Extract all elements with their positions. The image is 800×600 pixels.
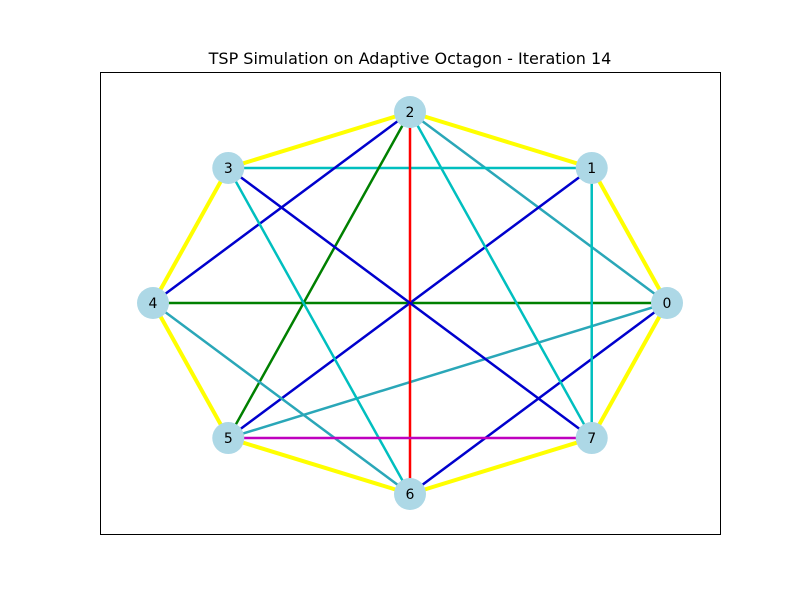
node-label-0: 0	[663, 296, 672, 312]
node-label-7: 7	[587, 431, 596, 447]
node-label-3: 3	[224, 161, 233, 177]
chart-title: TSP Simulation on Adaptive Octagon - Ite…	[208, 49, 612, 68]
node-label-4: 4	[149, 296, 158, 312]
node-label-1: 1	[587, 161, 596, 177]
node-label-6: 6	[406, 487, 415, 503]
node-label-5: 5	[224, 431, 233, 447]
node-label-2: 2	[406, 105, 415, 121]
